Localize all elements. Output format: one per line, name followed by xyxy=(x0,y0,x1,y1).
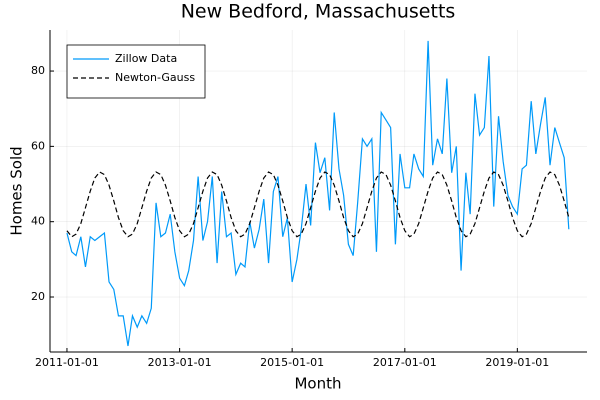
series-line xyxy=(66,40,570,347)
x-tick-label: 2013-01-01 xyxy=(148,356,212,369)
y-tick-label: 20 xyxy=(31,290,45,303)
chart-title: New Bedford, Massachusetts xyxy=(181,1,456,23)
x-tick-label: 2011-01-01 xyxy=(35,356,99,369)
y-tick-label: 80 xyxy=(31,64,45,77)
series-line xyxy=(66,171,570,238)
y-tick-label: 60 xyxy=(31,139,45,152)
y-tick-label: 40 xyxy=(31,215,45,228)
legend-box xyxy=(66,44,206,99)
x-tick-label: 2019-01-01 xyxy=(485,356,549,369)
legend-label: Newton-Gauss xyxy=(115,71,195,84)
legend-label: Zillow Data xyxy=(115,52,177,65)
y-axis-label: Homes Sold xyxy=(8,146,26,235)
x-tick-label: 2017-01-01 xyxy=(373,356,437,369)
x-axis-label: Month xyxy=(294,375,341,393)
x-tick-label: 2015-01-01 xyxy=(260,356,324,369)
